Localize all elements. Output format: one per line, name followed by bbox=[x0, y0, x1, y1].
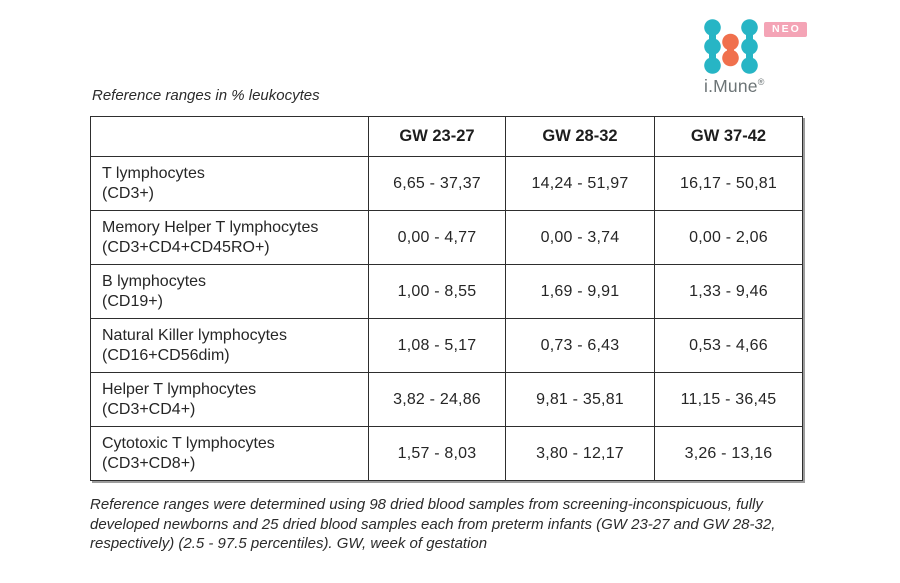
range-value-cell: 0,00 - 4,77 bbox=[368, 210, 506, 265]
footnote-line: developed newborns and 25 dried blood sa… bbox=[90, 515, 776, 533]
reference-ranges-table: GW 23-27 GW 28-32 GW 37-42 T lymphocytes… bbox=[90, 116, 803, 481]
corner-header-cell bbox=[90, 116, 369, 157]
table-row: T lymphocytes (CD3+) 6,65 - 37,37 14,24 … bbox=[90, 156, 803, 211]
range-value-cell: 1,08 - 5,17 bbox=[368, 318, 506, 373]
row-label-cell: Natural Killer lymphocytes (CD16+CD56dim… bbox=[90, 318, 369, 373]
cell-marker: (CD3+CD4+CD45RO+) bbox=[102, 238, 270, 256]
row-label-cell: Memory Helper T lymphocytes (CD3+CD4+CD4… bbox=[90, 210, 369, 265]
cell-type-name: Helper T lymphocytes bbox=[102, 380, 257, 398]
footnote-line: respectively) (2.5 - 97.5 percentiles). … bbox=[90, 535, 488, 552]
range-value-cell: 16,17 - 50,81 bbox=[654, 156, 803, 211]
cell-type-name: Natural Killer lymphocytes bbox=[102, 326, 287, 344]
cell-type-name: T lymphocytes bbox=[102, 164, 205, 182]
cell-type-name: B lymphocytes bbox=[102, 272, 207, 290]
range-value-cell: 3,26 - 13,16 bbox=[654, 426, 803, 481]
imune-brand-text: i.Mune® bbox=[704, 76, 765, 97]
orange-bead-chain bbox=[722, 33, 739, 67]
table-row: Natural Killer lymphocytes (CD16+CD56dim… bbox=[90, 318, 803, 373]
table-row: Cytotoxic T lymphocytes (CD3+CD8+) 1,57 … bbox=[90, 426, 803, 481]
neo-badge: NEO bbox=[764, 22, 807, 37]
range-value-cell: 1,33 - 9,46 bbox=[654, 264, 803, 319]
range-value-cell: 14,24 - 51,97 bbox=[505, 156, 655, 211]
column-header-gw-23-27: GW 23-27 bbox=[368, 116, 506, 157]
range-value-cell: 1,57 - 8,03 bbox=[368, 426, 506, 481]
cell-marker: (CD3+CD8+) bbox=[102, 454, 196, 472]
range-value-cell: 1,69 - 9,91 bbox=[505, 264, 655, 319]
header-row: GW 23-27 GW 28-32 GW 37-42 bbox=[90, 116, 803, 157]
range-value-cell: 3,80 - 12,17 bbox=[505, 426, 655, 481]
table-row: B lymphocytes (CD19+) 1,00 - 8,55 1,69 -… bbox=[90, 264, 803, 319]
imune-logo: NEO i.Mune® bbox=[703, 17, 823, 97]
range-value-cell: 0,00 - 2,06 bbox=[654, 210, 803, 265]
range-value-cell: 1,00 - 8,55 bbox=[368, 264, 506, 319]
range-value-cell: 11,15 - 36,45 bbox=[654, 372, 803, 427]
table-row: Memory Helper T lymphocytes (CD3+CD4+CD4… bbox=[90, 210, 803, 265]
cell-type-name: Memory Helper T lymphocytes bbox=[102, 218, 319, 236]
cell-marker: (CD3+CD4+) bbox=[102, 400, 196, 418]
row-label-cell: Helper T lymphocytes (CD3+CD4+) bbox=[90, 372, 369, 427]
cell-type-name: Cytotoxic T lymphocytes bbox=[102, 434, 275, 452]
row-label-cell: B lymphocytes (CD19+) bbox=[90, 264, 369, 319]
registered-mark: ® bbox=[757, 77, 765, 88]
row-label-cell: Cytotoxic T lymphocytes (CD3+CD8+) bbox=[90, 426, 369, 481]
cell-marker: (CD16+CD56dim) bbox=[102, 346, 230, 364]
table-caption: Reference ranges in % leukocytes bbox=[92, 87, 320, 104]
range-value-cell: 0,53 - 4,66 bbox=[654, 318, 803, 373]
range-value-cell: 6,65 - 37,37 bbox=[368, 156, 506, 211]
range-value-cell: 3,82 - 24,86 bbox=[368, 372, 506, 427]
imune-beads-icon bbox=[704, 19, 758, 74]
range-value-cell: 0,73 - 6,43 bbox=[505, 318, 655, 373]
column-header-gw-37-42: GW 37-42 bbox=[654, 116, 803, 157]
row-label-cell: T lymphocytes (CD3+) bbox=[90, 156, 369, 211]
cell-marker: (CD19+) bbox=[102, 292, 163, 310]
footnote: Reference ranges were determined using 9… bbox=[90, 495, 775, 554]
range-value-cell: 9,81 - 35,81 bbox=[505, 372, 655, 427]
range-value-cell: 0,00 - 3,74 bbox=[505, 210, 655, 265]
table-row: Helper T lymphocytes (CD3+CD4+) 3,82 - 2… bbox=[90, 372, 803, 427]
column-header-gw-28-32: GW 28-32 bbox=[505, 116, 655, 157]
footnote-line: Reference ranges were determined using 9… bbox=[90, 496, 763, 513]
brand-name: i.Mune bbox=[704, 76, 758, 96]
cell-marker: (CD3+) bbox=[102, 184, 155, 202]
teal-bead-chains bbox=[704, 19, 758, 74]
